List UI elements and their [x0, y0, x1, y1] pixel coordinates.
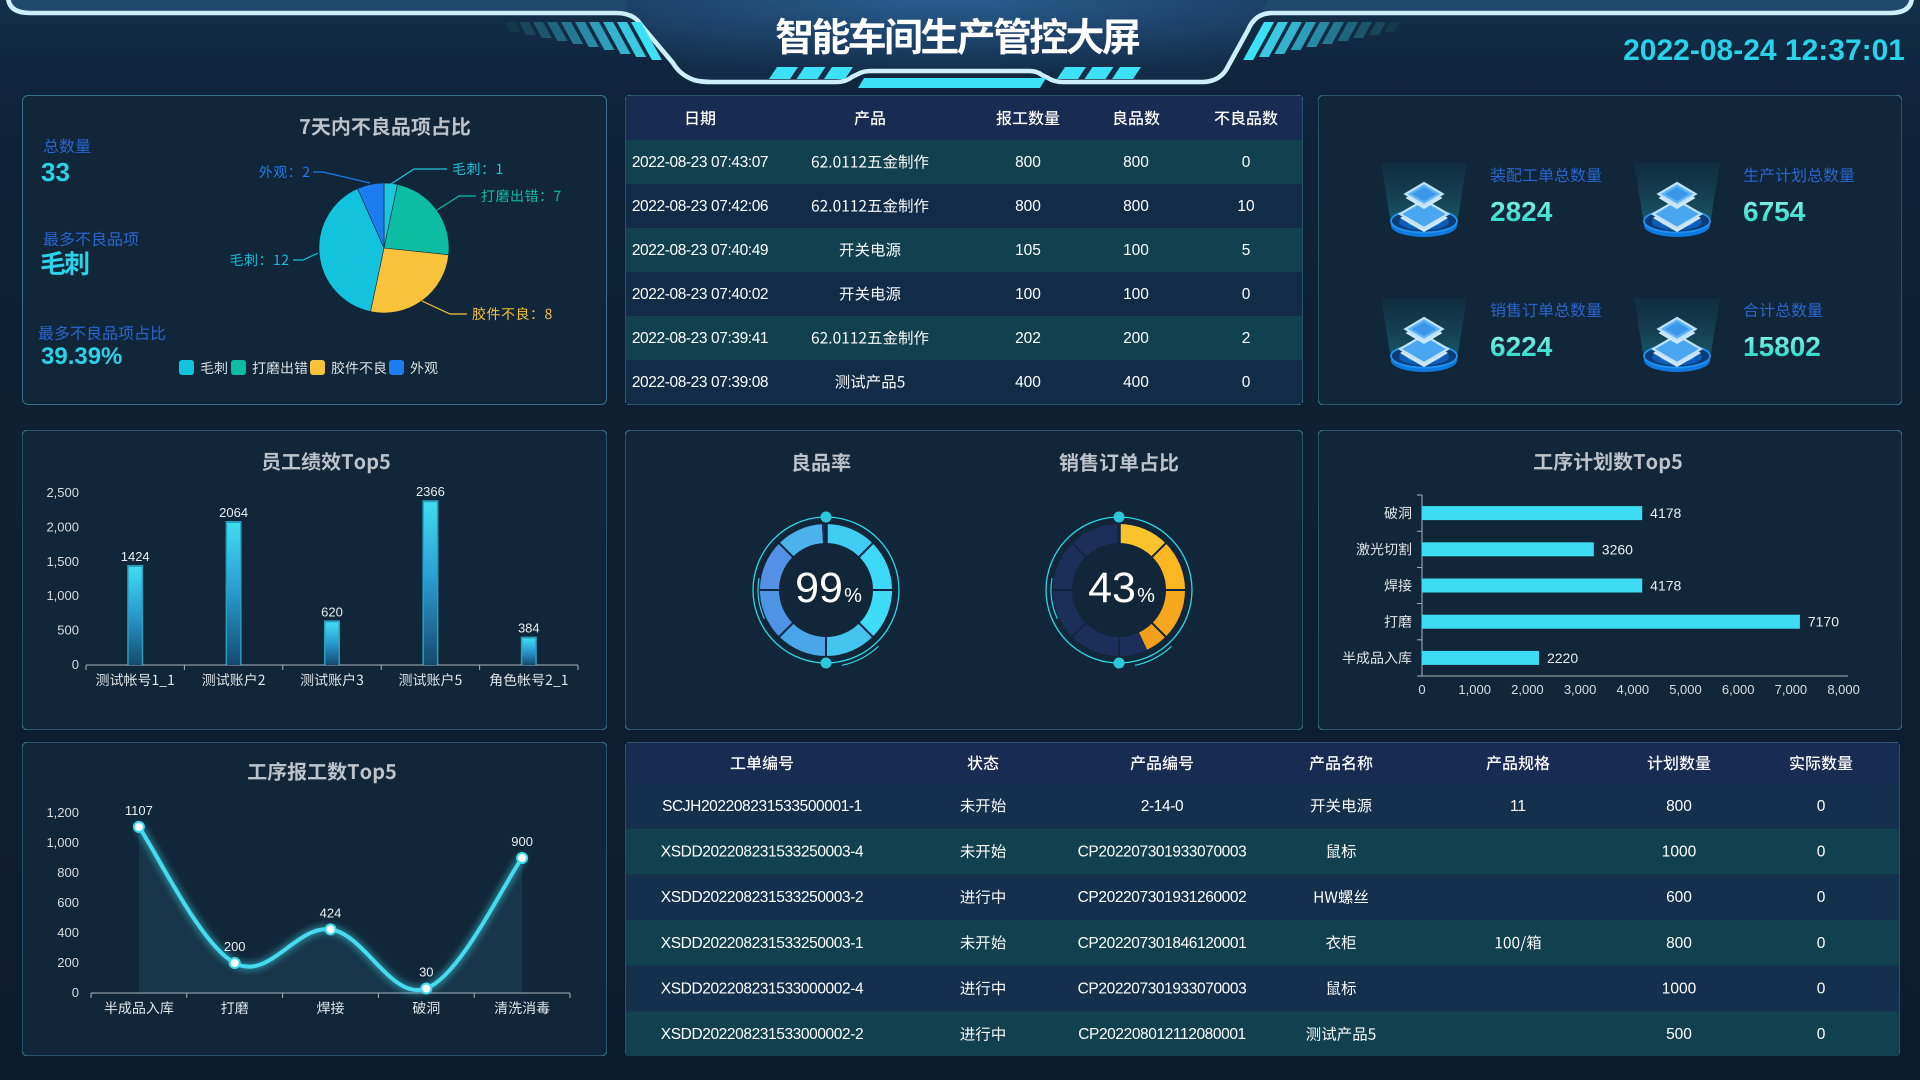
- svg-text:400: 400: [1123, 374, 1149, 391]
- svg-text:1000: 1000: [1662, 844, 1697, 861]
- svg-text:200: 200: [57, 955, 79, 970]
- svg-text:3,000: 3,000: [1564, 682, 1597, 697]
- svg-text:0: 0: [1242, 374, 1251, 391]
- svg-text:XSDD202208231533250003-4: XSDD202208231533250003-4: [661, 844, 864, 861]
- svg-text:7170: 7170: [1808, 614, 1839, 630]
- svg-text:6,000: 6,000: [1722, 682, 1755, 697]
- svg-text:400: 400: [57, 925, 79, 940]
- svg-text:800: 800: [1015, 154, 1041, 171]
- svg-text:2022-08-23 07:43:07: 2022-08-23 07:43:07: [632, 154, 768, 171]
- svg-text:30: 30: [419, 965, 433, 980]
- svg-text:0: 0: [1817, 1026, 1826, 1043]
- svg-text:1424: 1424: [121, 549, 150, 564]
- svg-text:%: %: [1137, 585, 1155, 607]
- svg-text:400: 400: [1015, 374, 1041, 391]
- svg-text:0: 0: [72, 985, 79, 1000]
- svg-text:XSDD202208231533000002-2: XSDD202208231533000002-2: [661, 1026, 863, 1043]
- svg-text:1,500: 1,500: [46, 554, 79, 569]
- svg-text:CP202207301846120001: CP202207301846120001: [1078, 935, 1247, 952]
- svg-text:1,200: 1,200: [46, 805, 79, 820]
- svg-text:200: 200: [224, 939, 246, 954]
- svg-text:0: 0: [1418, 682, 1425, 697]
- svg-text:800: 800: [1123, 198, 1149, 215]
- svg-text:2022-08-23 07:39:08: 2022-08-23 07:39:08: [632, 374, 768, 391]
- svg-text:2022-08-23 07:42:06: 2022-08-23 07:42:06: [632, 198, 768, 215]
- svg-text:1107: 1107: [125, 803, 153, 818]
- svg-text:105: 105: [1015, 242, 1041, 259]
- svg-text:100: 100: [1123, 242, 1149, 259]
- svg-text:2366: 2366: [416, 484, 445, 499]
- svg-text:XSDD202208231533250003-2: XSDD202208231533250003-2: [661, 889, 863, 906]
- svg-text:100: 100: [1015, 286, 1041, 303]
- svg-text:0: 0: [1817, 981, 1826, 998]
- svg-text:7,000: 7,000: [1775, 682, 1808, 697]
- svg-text:100: 100: [1123, 286, 1149, 303]
- svg-text:0: 0: [72, 657, 79, 672]
- svg-text:33: 33: [41, 157, 70, 187]
- svg-text:XSDD202208231533250003-1: XSDD202208231533250003-1: [661, 935, 863, 952]
- svg-text:XSDD202208231533000002-4: XSDD202208231533000002-4: [661, 981, 864, 998]
- svg-text:6224: 6224: [1490, 331, 1553, 362]
- svg-text:384: 384: [518, 621, 540, 636]
- svg-text:0: 0: [1242, 154, 1251, 171]
- svg-text:2022-08-23 07:40:49: 2022-08-23 07:40:49: [632, 242, 768, 259]
- svg-text:1,000: 1,000: [46, 835, 79, 850]
- svg-text:600: 600: [1666, 889, 1692, 906]
- svg-text:900: 900: [511, 834, 533, 849]
- svg-text:5,000: 5,000: [1669, 682, 1702, 697]
- svg-text:6754: 6754: [1743, 196, 1806, 227]
- svg-text:2064: 2064: [219, 505, 248, 520]
- svg-text:800: 800: [1015, 198, 1041, 215]
- svg-text:43: 43: [1088, 564, 1136, 612]
- svg-text:1,000: 1,000: [1458, 682, 1491, 697]
- svg-text:0: 0: [1817, 889, 1826, 906]
- svg-text:424: 424: [320, 905, 342, 920]
- svg-text:CP202207301933070003: CP202207301933070003: [1078, 981, 1247, 998]
- svg-text:800: 800: [57, 865, 79, 880]
- svg-text:2,500: 2,500: [46, 485, 79, 500]
- svg-text:800: 800: [1123, 154, 1149, 171]
- svg-text:%: %: [844, 585, 862, 607]
- svg-text:0: 0: [1242, 286, 1251, 303]
- svg-text:2: 2: [1242, 330, 1251, 347]
- svg-text:11: 11: [1510, 798, 1526, 815]
- svg-text:0: 0: [1817, 798, 1826, 815]
- svg-text:4178: 4178: [1650, 505, 1681, 521]
- svg-text:1000: 1000: [1662, 981, 1697, 998]
- svg-text:2022-08-23 07:39:41: 2022-08-23 07:39:41: [632, 330, 768, 347]
- svg-text:CP202208012112080001: CP202208012112080001: [1078, 1026, 1246, 1043]
- svg-text:2022-08-23 07:40:02: 2022-08-23 07:40:02: [632, 286, 768, 303]
- svg-text:600: 600: [57, 895, 79, 910]
- svg-text:39.39%: 39.39%: [41, 343, 122, 370]
- svg-text:0: 0: [1817, 935, 1826, 952]
- svg-text:500: 500: [57, 623, 79, 638]
- svg-text:2824: 2824: [1490, 196, 1553, 227]
- svg-text:15802: 15802: [1743, 331, 1821, 362]
- svg-text:5: 5: [1242, 242, 1251, 259]
- svg-text:2-14-0: 2-14-0: [1141, 798, 1184, 815]
- svg-text:4178: 4178: [1650, 578, 1681, 594]
- svg-text:8,000: 8,000: [1827, 682, 1860, 697]
- svg-text:3260: 3260: [1602, 541, 1633, 557]
- svg-text:620: 620: [321, 604, 343, 619]
- svg-text:800: 800: [1666, 935, 1692, 952]
- svg-text:SCJH202208231533500001-1: SCJH202208231533500001-1: [662, 798, 862, 815]
- svg-text:10: 10: [1237, 198, 1255, 215]
- svg-text:CP202207301933070003: CP202207301933070003: [1078, 844, 1247, 861]
- svg-text:CP202207301931260002: CP202207301931260002: [1078, 889, 1247, 906]
- svg-text:1,000: 1,000: [46, 588, 79, 603]
- svg-text:200: 200: [1123, 330, 1149, 347]
- svg-text:500: 500: [1666, 1026, 1692, 1043]
- svg-text:4,000: 4,000: [1617, 682, 1650, 697]
- svg-text:0: 0: [1817, 844, 1826, 861]
- svg-text:202: 202: [1015, 330, 1041, 347]
- svg-text:2,000: 2,000: [46, 519, 79, 534]
- svg-text:800: 800: [1666, 798, 1692, 815]
- svg-text:2220: 2220: [1547, 650, 1578, 666]
- svg-text:99: 99: [795, 564, 843, 612]
- svg-text:2022-08-24 12:37:01: 2022-08-24 12:37:01: [1623, 34, 1905, 67]
- svg-text:2,000: 2,000: [1511, 682, 1544, 697]
